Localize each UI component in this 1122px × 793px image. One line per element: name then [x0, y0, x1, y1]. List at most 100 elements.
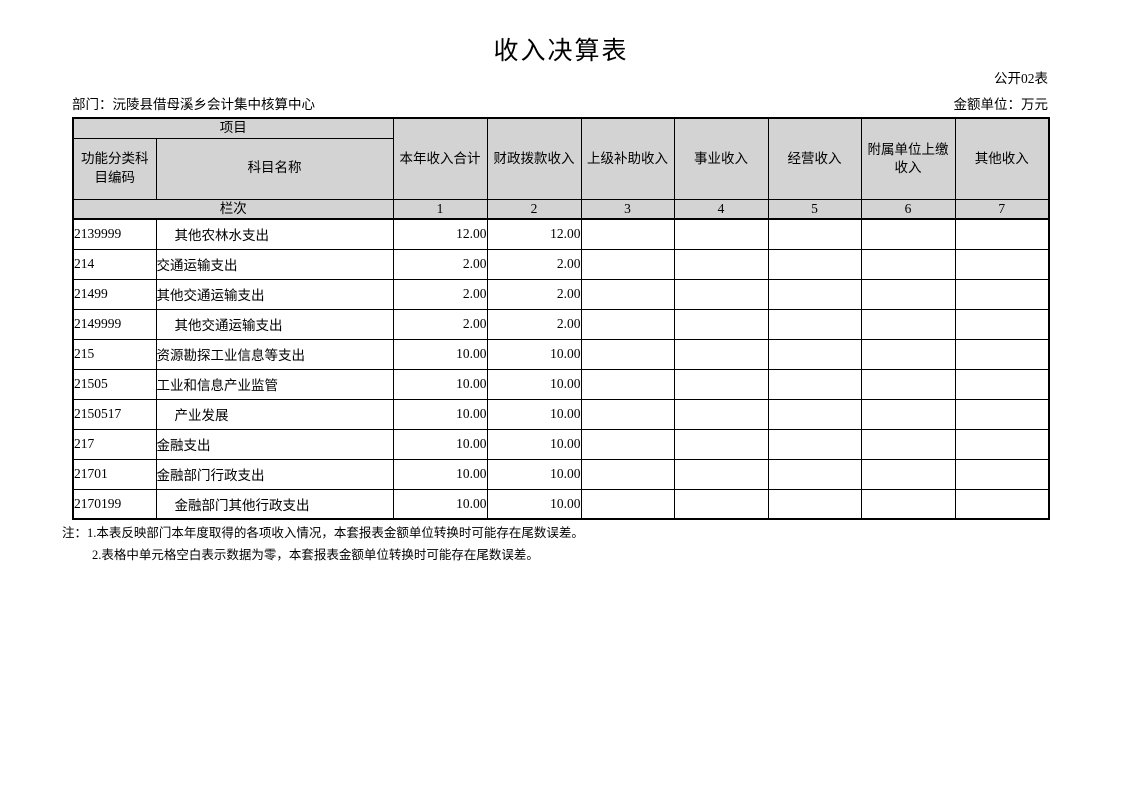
cell-subject: 资源勘探工业信息等支出 — [155, 338, 394, 370]
table-row: 2150517 产业发展 10.00 10.00 — [72, 398, 1050, 430]
cell-subject: 产业发展 — [155, 398, 394, 430]
cell-operating-income — [767, 488, 862, 520]
header-row-sub: 功能分类科目编码 科目名称 — [72, 137, 1049, 200]
column-number-5: 5 — [767, 198, 862, 220]
cell-operating-income — [767, 458, 862, 490]
cell-total: 10.00 — [392, 428, 488, 460]
cell-upper-subsidy — [580, 338, 675, 370]
cell-upper-subsidy — [580, 308, 675, 340]
table-row: 2139999 其他农林水支出 12.00 12.00 — [72, 218, 1050, 250]
cell-other-income — [954, 218, 1050, 250]
cell-operating-income — [767, 398, 862, 430]
table-row: 21505 工业和信息产业监管 10.00 10.00 — [72, 368, 1050, 400]
cell-subject: 交通运输支出 — [155, 248, 394, 280]
cell-upper-subsidy — [580, 428, 675, 460]
header-row-project: 项目 本年收入合计 财政拨款收入 上级补助收入 事业收入 经营收入 附属单位上缴… — [72, 117, 1050, 200]
cell-subject: 工业和信息产业监管 — [155, 368, 394, 400]
cell-affiliated-income — [860, 368, 956, 400]
cell-fiscal: 2.00 — [486, 308, 582, 340]
table-code-label: 公开02表 — [994, 71, 1048, 86]
unit-label: 金额单位：万元 — [953, 97, 1049, 112]
cell-code: 2170199 — [72, 488, 157, 520]
table-row: 2170199 金融部门其他行政支出 10.00 10.00 — [72, 488, 1050, 520]
cell-fiscal: 10.00 — [486, 488, 582, 520]
header-col-business-income: 事业收入 — [673, 117, 769, 200]
cell-upper-subsidy — [580, 248, 675, 280]
cell-affiliated-income — [860, 278, 956, 310]
table-row: 217 金融支出 10.00 10.00 — [72, 428, 1050, 460]
page-title: 收入决算表 — [493, 38, 629, 65]
cell-affiliated-income — [860, 308, 956, 340]
cell-fiscal: 10.00 — [486, 368, 582, 400]
cell-upper-subsidy — [580, 458, 675, 490]
cell-code: 21505 — [72, 368, 157, 400]
cell-code: 2139999 — [72, 218, 157, 250]
cell-business-income — [673, 278, 769, 310]
cell-upper-subsidy — [580, 398, 675, 430]
cell-total: 10.00 — [392, 338, 488, 370]
header-col-total-income: 本年收入合计 — [392, 117, 488, 200]
cell-fiscal: 10.00 — [486, 338, 582, 370]
header-col-other-income: 其他收入 — [954, 117, 1050, 200]
cell-business-income — [673, 458, 769, 490]
cell-subject: 金融支出 — [155, 428, 394, 460]
header-lanci: 栏次 — [72, 198, 394, 220]
column-number-4: 4 — [673, 198, 769, 220]
cell-upper-subsidy — [580, 218, 675, 250]
cell-other-income — [954, 368, 1050, 400]
cell-total: 10.00 — [392, 488, 488, 520]
header-subject-name: 科目名称 — [155, 137, 394, 200]
cell-total: 2.00 — [392, 308, 488, 340]
cell-upper-subsidy — [580, 488, 675, 520]
cell-business-income — [673, 428, 769, 460]
column-number-3: 3 — [580, 198, 675, 220]
header-row-lanci: 栏次 1 2 3 4 5 6 7 — [72, 198, 1050, 220]
cell-upper-subsidy — [580, 368, 675, 400]
cell-other-income — [954, 338, 1050, 370]
cell-fiscal: 10.00 — [486, 428, 582, 460]
cell-code: 214 — [72, 248, 157, 280]
cell-other-income — [954, 398, 1050, 430]
department-label: 部门：沅陵县借母溪乡会计集中核算中心 — [72, 97, 315, 112]
cell-fiscal: 10.00 — [486, 398, 582, 430]
header-project-group: 项目 — [72, 117, 394, 139]
cell-affiliated-income — [860, 488, 956, 520]
cell-fiscal: 2.00 — [486, 278, 582, 310]
cell-business-income — [673, 308, 769, 340]
column-number-6: 6 — [860, 198, 956, 220]
column-number-1: 1 — [392, 198, 488, 220]
table-row: 215 资源勘探工业信息等支出 10.00 10.00 — [72, 338, 1050, 370]
cell-total: 10.00 — [392, 458, 488, 490]
header-col-operating-income: 经营收入 — [767, 117, 862, 200]
cell-total: 10.00 — [392, 398, 488, 430]
cell-other-income — [954, 248, 1050, 280]
cell-subject: 其他交通运输支出 — [155, 308, 394, 340]
cell-total: 10.00 — [392, 368, 488, 400]
cell-affiliated-income — [860, 428, 956, 460]
cell-fiscal: 10.00 — [486, 458, 582, 490]
header-function-code: 功能分类科目编码 — [72, 137, 157, 200]
cell-affiliated-income — [860, 458, 956, 490]
note-line-2: 2.表格中单元格空白表示数据为零，本套报表金额单位转换时可能存在尾数误差。 — [92, 548, 539, 562]
cell-subject: 金融部门行政支出 — [155, 458, 394, 490]
table-row: 2149999 其他交通运输支出 2.00 2.00 — [72, 308, 1050, 340]
cell-subject: 金融部门其他行政支出 — [155, 488, 394, 520]
cell-subject: 其他农林水支出 — [155, 218, 394, 250]
cell-affiliated-income — [860, 248, 956, 280]
header-col-affiliated-income: 附属单位上缴收入 — [860, 117, 956, 200]
cell-operating-income — [767, 368, 862, 400]
cell-other-income — [954, 428, 1050, 460]
table-row: 214 交通运输支出 2.00 2.00 — [72, 248, 1050, 280]
cell-subject: 其他交通运输支出 — [155, 278, 394, 310]
cell-upper-subsidy — [580, 278, 675, 310]
column-number-2: 2 — [486, 198, 582, 220]
cell-business-income — [673, 488, 769, 520]
cell-operating-income — [767, 278, 862, 310]
cell-fiscal: 2.00 — [486, 248, 582, 280]
footnotes: 注：1.本表反映部门本年度取得的各项收入情况，本套报表金额单位转换时可能存在尾数… — [62, 522, 584, 566]
cell-affiliated-income — [860, 218, 956, 250]
column-number-7: 7 — [954, 198, 1050, 220]
cell-business-income — [673, 338, 769, 370]
cell-business-income — [673, 218, 769, 250]
